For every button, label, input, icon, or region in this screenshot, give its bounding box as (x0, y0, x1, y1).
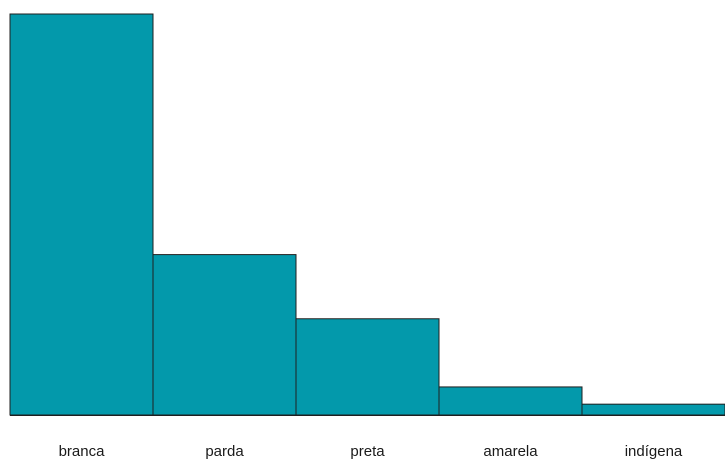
bar-1 (152, 254, 297, 416)
category-label-0: branca (59, 443, 106, 460)
category-labels: branca parda preta amarela indígena (59, 443, 683, 460)
bars-layer (9, 13, 725, 416)
category-label-2: preta (350, 443, 385, 460)
bar-0 (9, 13, 154, 416)
bar-4 (581, 403, 725, 416)
category-label-3: amarela (483, 443, 538, 460)
bar-3 (438, 386, 583, 416)
category-label-4: indígena (625, 443, 683, 460)
bar-2 (295, 318, 440, 416)
category-label-1: parda (205, 443, 244, 460)
